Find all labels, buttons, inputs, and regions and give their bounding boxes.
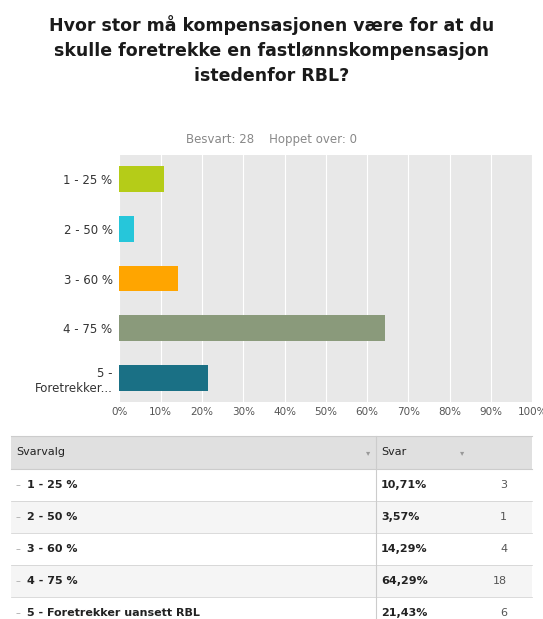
Text: Besvart: 28    Hoppet over: 0: Besvart: 28 Hoppet over: 0 [186, 133, 357, 146]
Text: 4: 4 [500, 544, 507, 554]
Text: 1 - 25 %: 1 - 25 % [27, 480, 78, 490]
Text: –: – [15, 576, 20, 586]
Text: Hvor stor må kompensasjonen være for at du
skulle foretrekke en fastlønnskompens: Hvor stor må kompensasjonen være for at … [49, 15, 494, 85]
Bar [119, 216, 134, 241]
Bar [119, 365, 208, 391]
Text: 3 - 60 %: 3 - 60 % [27, 544, 78, 554]
Text: –: – [15, 480, 20, 490]
Text: 10,71%: 10,71% [381, 480, 427, 490]
Text: 3: 3 [500, 480, 507, 490]
Bar [119, 316, 385, 341]
Text: 6: 6 [500, 608, 507, 618]
Text: Svarvalg: Svarvalg [16, 448, 65, 457]
Text: 64,29%: 64,29% [381, 576, 428, 586]
Text: –: – [15, 512, 20, 522]
Bar [119, 266, 179, 292]
Text: 1: 1 [500, 512, 507, 522]
Text: 21,43%: 21,43% [381, 608, 427, 618]
Text: ▾: ▾ [460, 448, 464, 457]
Text: 4 - 75 %: 4 - 75 % [27, 576, 78, 586]
Text: 3,57%: 3,57% [381, 512, 420, 522]
Text: 18: 18 [493, 576, 507, 586]
Bar [119, 166, 163, 192]
Text: Svar: Svar [381, 448, 407, 457]
Text: 2 - 50 %: 2 - 50 % [27, 512, 78, 522]
Text: 14,29%: 14,29% [381, 544, 428, 554]
Text: ▾: ▾ [366, 448, 370, 457]
Text: –: – [15, 544, 20, 554]
Text: 5 - Foretrekker uansett RBL: 5 - Foretrekker uansett RBL [27, 608, 200, 618]
Text: –: – [15, 608, 20, 618]
